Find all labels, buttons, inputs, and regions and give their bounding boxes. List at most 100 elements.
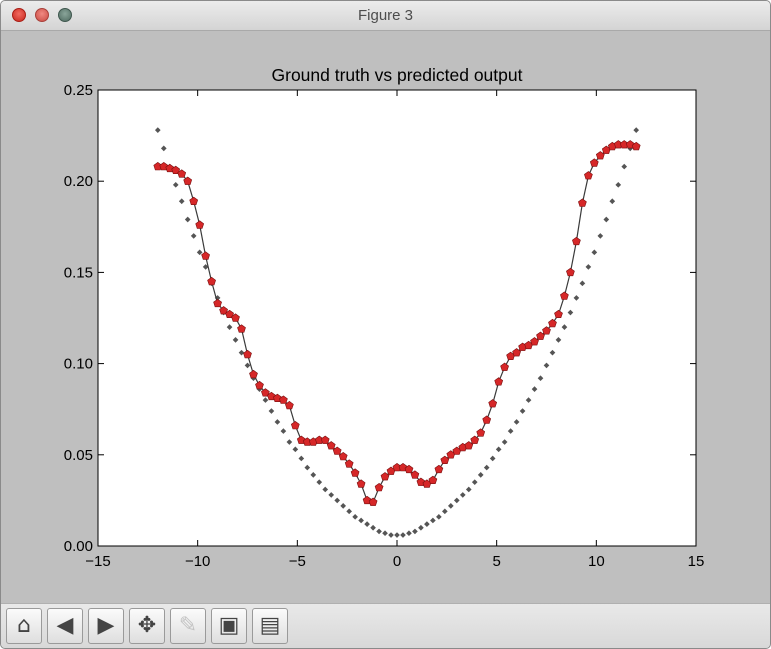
save-icon: ▤: [259, 613, 281, 638]
predicted-point: [512, 348, 521, 357]
ground-truth-point: [621, 163, 628, 170]
ground-truth-point: [579, 280, 586, 287]
ground-truth-point: [513, 419, 520, 425]
predicted-point: [368, 497, 378, 506]
ground-truth-point: [190, 233, 197, 239]
ground-truth-point: [537, 375, 544, 382]
ground-truth-point: [292, 446, 299, 453]
predicted-point: [243, 349, 252, 359]
figure-canvas[interactable]: Ground truth vs predicted output −15 −10 −5…: [1, 31, 770, 603]
ground-truth-point: [495, 446, 502, 453]
ground-truth-point: [525, 397, 532, 403]
predicted-point: [201, 251, 210, 260]
predicted-point: [255, 380, 264, 390]
ground-truth-point: [316, 479, 323, 485]
ground-truth-point: [154, 127, 161, 133]
ground-truth-point: [364, 521, 370, 527]
ground-truth-point: [196, 249, 203, 256]
ground-truth-point: [489, 455, 496, 462]
title-bar: Figure 3: [1, 1, 770, 31]
predicted-point: [332, 446, 342, 455]
maximize-window-button[interactable]: [58, 8, 72, 22]
ground-truth-point: [226, 324, 233, 330]
y-tick-label: 0.10: [64, 356, 93, 373]
zoom-button[interactable]: ✎: [170, 608, 206, 644]
predicted-point: [159, 162, 169, 171]
predicted-point: [584, 171, 593, 180]
predicted-point: [296, 435, 306, 444]
predicted-point: [410, 470, 420, 479]
y-tick-label: 0.25: [64, 82, 93, 99]
predicted-point: [219, 306, 228, 315]
ground-truth-point: [555, 337, 562, 343]
ground-truth-point: [609, 198, 616, 205]
y-tick-label: 0.15: [64, 264, 93, 281]
predicted-point: [434, 464, 444, 474]
predicted-point: [416, 477, 426, 486]
subplots-button[interactable]: ▣: [211, 608, 247, 644]
ground-truth-point: [172, 182, 179, 188]
predicted-point: [548, 318, 557, 328]
ground-truth-point: [573, 295, 580, 301]
home-button[interactable]: ⌂: [6, 608, 42, 644]
ground-truth-point: [465, 486, 472, 493]
predicted-point: [578, 198, 587, 207]
predicted-point: [398, 463, 408, 472]
predicted-point: [464, 441, 474, 450]
x-tick-label: −5: [289, 553, 306, 570]
ground-truth-point: [370, 524, 376, 531]
pan-button[interactable]: ✥: [129, 608, 165, 644]
ground-truth-point: [531, 386, 538, 392]
ground-truth-point: [178, 198, 185, 205]
ground-truth-point: [244, 362, 251, 369]
predicted-point: [362, 495, 372, 505]
ground-truth-point: [400, 532, 406, 538]
predicted-point: [542, 326, 551, 335]
close-window-button[interactable]: [12, 8, 26, 22]
predicted-point: [625, 140, 635, 149]
ground-truth-point: [184, 216, 191, 223]
predicted-point: [290, 421, 300, 430]
ground-truth-point: [238, 349, 245, 356]
predicted-point: [476, 428, 486, 437]
predicted-point: [595, 151, 605, 160]
x-tick-label: −10: [185, 553, 210, 570]
ground-truth-point: [328, 492, 335, 498]
predicted-point: [225, 309, 234, 319]
predicted-point: [213, 298, 222, 308]
predicted-point: [494, 377, 504, 386]
ground-truth-point: [591, 249, 598, 256]
plot-area: [98, 90, 696, 546]
ground-truth-point: [322, 486, 329, 493]
ground-truth-point: [561, 324, 568, 330]
ground-truth-point: [453, 497, 460, 504]
ground-truth-point: [340, 503, 347, 509]
ground-truth-point: [310, 472, 317, 478]
ground-truth-point: [346, 508, 352, 515]
ground-truth-point: [388, 532, 394, 538]
ground-truth-point: [430, 517, 436, 524]
predicted-point: [338, 452, 348, 461]
ground-truth-point: [507, 428, 514, 434]
predicted-point: [554, 309, 563, 319]
ground-truth-point: [334, 497, 341, 504]
predicted-point: [488, 399, 498, 408]
back-button[interactable]: ◀: [47, 608, 83, 644]
ground-truth-point: [352, 513, 358, 520]
chart: Ground truth vs predicted output −15 −10 −5…: [64, 65, 705, 570]
minimize-window-button[interactable]: [35, 8, 49, 22]
save-button[interactable]: ▤: [252, 608, 288, 644]
ground-truth-point: [232, 337, 239, 343]
y-tick-label: 0.20: [64, 173, 93, 190]
ground-truth-point: [262, 397, 269, 403]
chart-title: Ground truth vs predicted output: [272, 65, 523, 85]
forward-button[interactable]: ▶: [88, 608, 124, 644]
ground-truth-point: [286, 439, 293, 445]
predicted-point: [380, 472, 390, 481]
x-tick-label: 10: [588, 553, 605, 570]
ground-truth-point: [406, 530, 412, 537]
predicted-point: [326, 441, 336, 450]
predicted-point: [183, 176, 193, 185]
predicted-point: [207, 276, 216, 286]
